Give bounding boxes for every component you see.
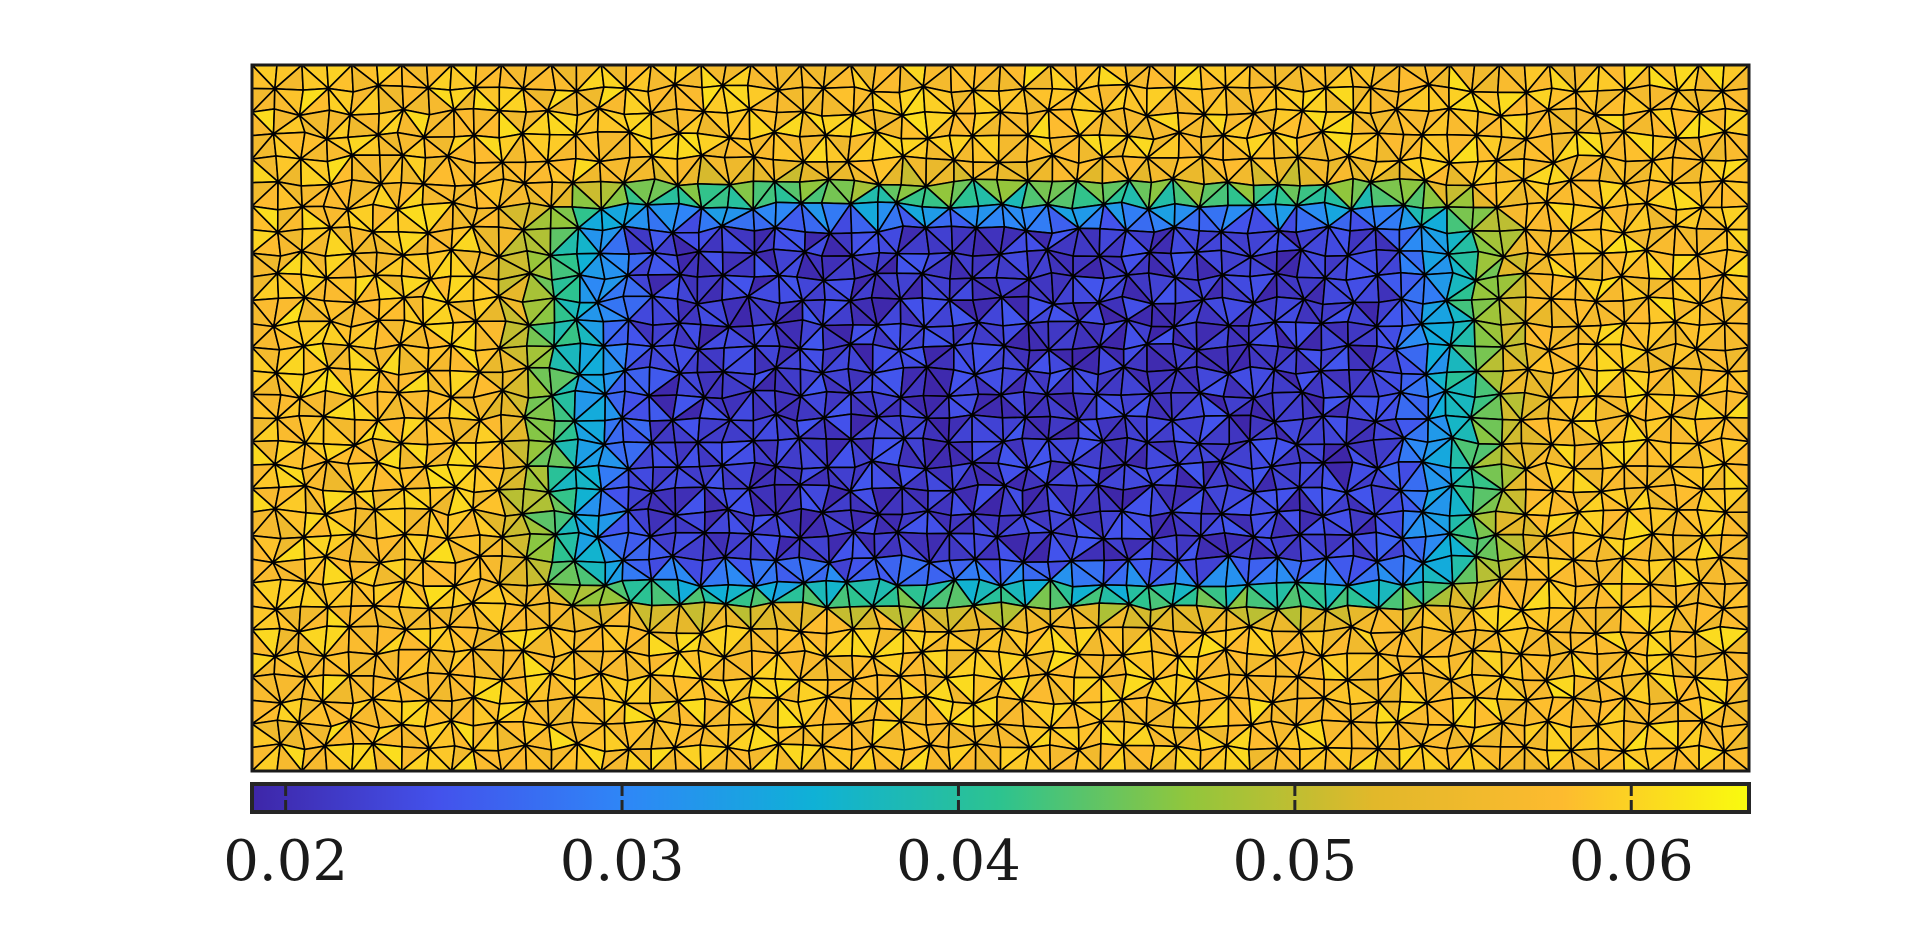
colorbar-tick-label: 0.02	[223, 829, 348, 894]
colorbar-tick-label: 0.05	[1233, 829, 1358, 894]
mesh-triangles	[252, 65, 1749, 771]
colorbar-tick-label: 0.06	[1569, 829, 1694, 894]
colorbar-tick-labels: 0.02 0.03 0.04 0.05 0.06	[223, 829, 1693, 894]
colorbar-tick-label: 0.04	[896, 829, 1021, 894]
colorbar-tick-label: 0.03	[560, 829, 685, 894]
colorbar	[250, 782, 1751, 814]
